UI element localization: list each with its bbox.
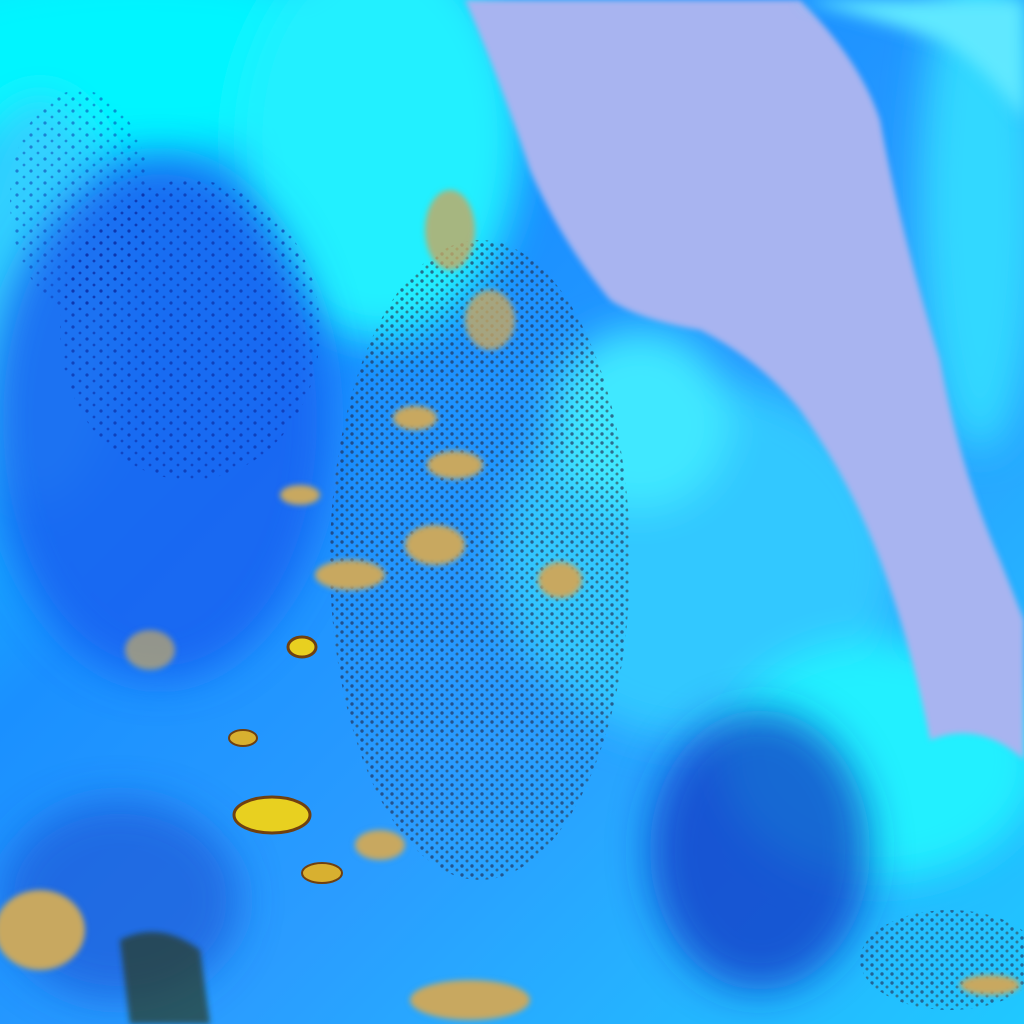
- dark-terrain: [120, 932, 210, 1024]
- storm-cores: [228, 635, 343, 884]
- coastal-cloud: [800, 0, 1024, 120]
- convective-stipple: [10, 90, 1024, 1010]
- cold-cloud-tops: [0, 190, 1020, 1020]
- land-mass: [465, 0, 1024, 760]
